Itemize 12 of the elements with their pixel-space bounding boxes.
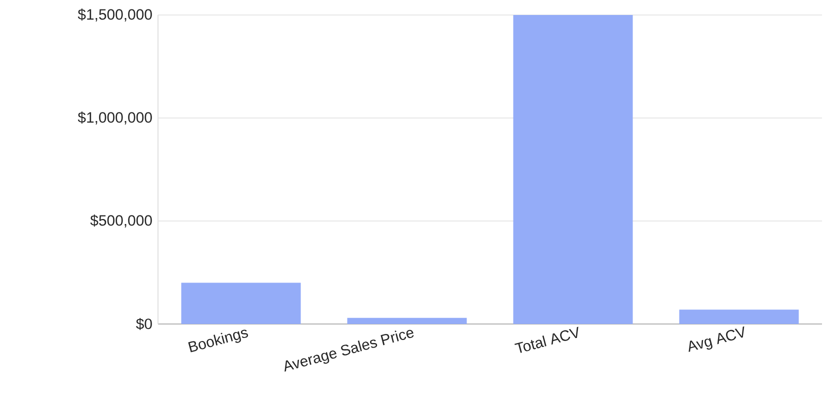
y-tick-label: $500,000 bbox=[90, 214, 152, 228]
x-tick-label: Avg ACV bbox=[688, 326, 744, 352]
y-tick-label: $1,500,000 bbox=[78, 8, 152, 22]
x-tick-label: Total ACV bbox=[514, 326, 578, 353]
bar bbox=[513, 14, 633, 324]
bar bbox=[679, 310, 799, 324]
y-tick-label: $1,000,000 bbox=[78, 112, 152, 124]
bar bbox=[181, 282, 301, 324]
x-tick-label: Bookings bbox=[188, 330, 248, 352]
bar bbox=[347, 318, 467, 324]
y-tick-label: $0 bbox=[136, 318, 152, 330]
x-tick-label: Average Sales Price bbox=[284, 330, 414, 372]
